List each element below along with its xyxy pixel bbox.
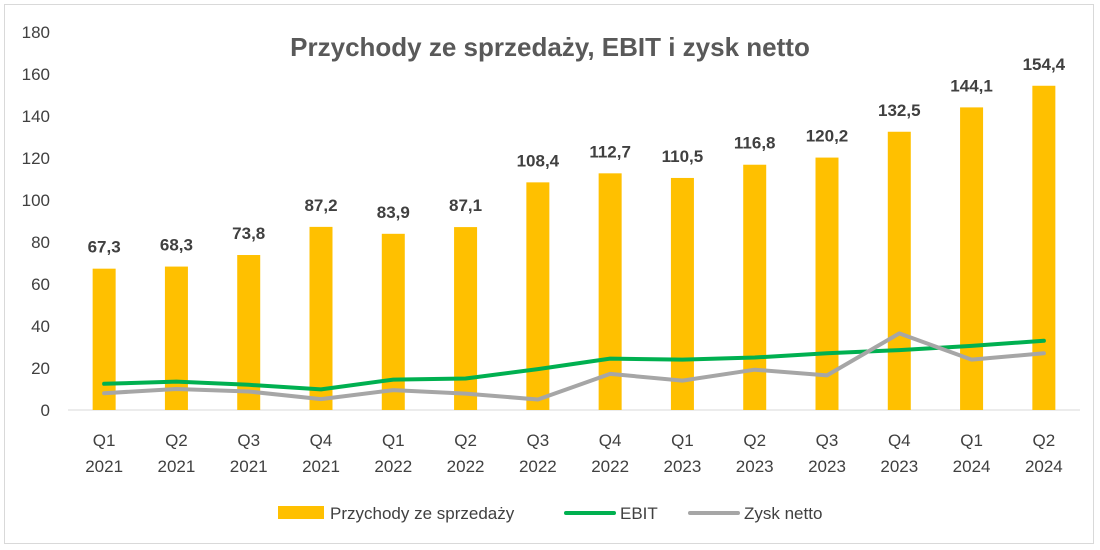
x-tick-label-year: 2023 — [664, 457, 702, 476]
y-tick-label: 120 — [22, 149, 50, 168]
revenue-data-label: 110,5 — [662, 147, 704, 166]
y-tick-label: 80 — [31, 233, 50, 252]
x-tick-label-quarter: Q2 — [454, 431, 477, 450]
legend-label-revenue: Przychody ze sprzedaży — [330, 504, 515, 523]
revenue-bar — [598, 173, 622, 410]
ebit-line — [102, 338, 1046, 392]
x-tick-label-quarter: Q2 — [743, 431, 766, 450]
x-tick-label-year: 2021 — [85, 457, 123, 476]
revenue-data-label: 116,8 — [734, 134, 776, 153]
revenue-bar — [670, 177, 694, 410]
revenue-bar — [237, 255, 261, 410]
net-profit-line — [102, 331, 1046, 402]
revenue-bar — [1032, 85, 1056, 410]
x-tick-label-year: 2021 — [302, 457, 340, 476]
revenue-bar — [526, 182, 550, 410]
y-tick-label: 180 — [22, 23, 50, 42]
line-series-group — [102, 331, 1046, 402]
y-tick-label: 0 — [41, 401, 50, 420]
x-tick-label-year: 2024 — [1025, 457, 1063, 476]
x-tick-label-quarter: Q1 — [93, 431, 116, 450]
revenue-bar — [960, 107, 984, 410]
x-tick-label-year: 2024 — [953, 457, 991, 476]
revenue-data-label: 112,7 — [589, 142, 631, 161]
revenue-data-label: 132,5 — [878, 101, 921, 120]
y-tick-label: 20 — [31, 359, 50, 378]
x-tick-label-year: 2022 — [447, 457, 485, 476]
revenue-bar — [743, 164, 767, 410]
x-tick-label-year: 2023 — [736, 457, 774, 476]
revenue-data-label: 87,1 — [449, 196, 482, 215]
chart-title: Przychody ze sprzedaży, EBIT i zysk nett… — [290, 32, 810, 62]
bar-series-revenue — [92, 85, 1056, 410]
y-tick-label: 100 — [22, 191, 50, 210]
y-tick-label: 160 — [22, 65, 50, 84]
revenue-bar — [887, 131, 911, 410]
revenue-data-label: 154,4 — [1023, 55, 1066, 74]
y-tick-label: 140 — [22, 107, 50, 126]
x-tick-label-quarter: Q2 — [165, 431, 188, 450]
x-tick-label-quarter: Q2 — [1033, 431, 1056, 450]
x-tick-label-quarter: Q1 — [960, 431, 983, 450]
revenue-bar — [164, 266, 188, 410]
revenue-data-label: 73,8 — [232, 224, 265, 243]
y-tick-label: 60 — [31, 275, 50, 294]
x-tick-label-year: 2022 — [374, 457, 412, 476]
revenue-data-label: 67,3 — [88, 238, 121, 257]
revenue-data-label: 68,3 — [160, 236, 193, 255]
legend-label-ebit: EBIT — [620, 504, 658, 523]
x-tick-label-quarter: Q4 — [599, 431, 622, 450]
revenue-data-label: 87,2 — [304, 196, 337, 215]
x-tick-label-quarter: Q1 — [382, 431, 405, 450]
bar-data-labels: 67,3 68,3 73,8 87,2 83,9 87,1 108,4 112,7 110,5 1… — [88, 55, 1066, 257]
x-tick-label-year: 2022 — [519, 457, 557, 476]
x-tick-label-quarter: Q4 — [310, 431, 333, 450]
revenue-bar — [454, 227, 478, 410]
x-tick-label-year: 2021 — [230, 457, 268, 476]
y-axis: 0 20 40 60 80 100 120 140 160 180 — [22, 23, 50, 420]
y-tick-label: 40 — [31, 317, 50, 336]
revenue-bar — [92, 268, 116, 410]
x-tick-label-quarter: Q4 — [888, 431, 911, 450]
legend-label-net-profit: Zysk netto — [744, 504, 822, 523]
x-tick-label-quarter: Q3 — [237, 431, 260, 450]
revenue-data-label: 120,2 — [806, 127, 849, 146]
x-tick-label-year: 2021 — [158, 457, 196, 476]
x-tick-label-year: 2023 — [808, 457, 846, 476]
revenue-data-label: 83,9 — [377, 203, 410, 222]
x-axis: Q1 2021 Q2 2021 Q3 2021 Q4 2021 Q1 2022 Q2 2022 Q3 20… — [85, 431, 1063, 476]
x-tick-label-quarter: Q3 — [816, 431, 839, 450]
x-tick-label-year: 2023 — [880, 457, 918, 476]
legend: Przychody ze sprzedaży EBIT Zysk netto — [278, 504, 822, 523]
revenue-data-label: 108,4 — [517, 151, 560, 170]
x-tick-label-quarter: Q1 — [671, 431, 694, 450]
revenue-bar — [381, 233, 405, 410]
x-tick-label-quarter: Q3 — [527, 431, 550, 450]
x-tick-label-year: 2022 — [591, 457, 629, 476]
revenue-bar — [309, 226, 333, 410]
revenue-bar — [815, 157, 839, 410]
revenue-data-label: 144,1 — [950, 76, 993, 95]
legend-swatch-revenue — [278, 506, 324, 519]
